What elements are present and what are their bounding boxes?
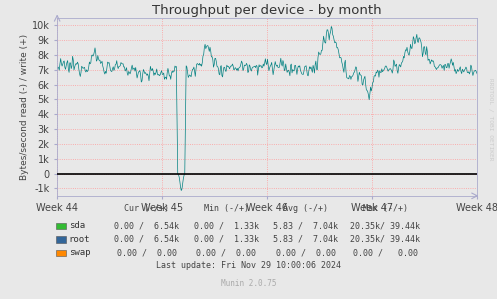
Text: RRDTOOL / TOBI OETIKER: RRDTOOL / TOBI OETIKER — [489, 78, 494, 161]
Text: 5.83 /  7.04k: 5.83 / 7.04k — [273, 235, 338, 244]
Text: 0.00 /  1.33k: 0.00 / 1.33k — [194, 235, 258, 244]
Text: 0.00 /  0.00: 0.00 / 0.00 — [196, 248, 256, 257]
Text: 0.00 /  1.33k: 0.00 / 1.33k — [194, 221, 258, 230]
Text: Munin 2.0.75: Munin 2.0.75 — [221, 280, 276, 289]
Text: Avg (-/+): Avg (-/+) — [283, 204, 328, 213]
Text: 0.00 /   0.00: 0.00 / 0.00 — [353, 248, 417, 257]
Text: 5.83 /  7.04k: 5.83 / 7.04k — [273, 221, 338, 230]
Text: 0.00 /  0.00: 0.00 / 0.00 — [276, 248, 335, 257]
Text: Min (-/+): Min (-/+) — [204, 204, 248, 213]
Text: 20.35k/ 39.44k: 20.35k/ 39.44k — [350, 221, 420, 230]
Text: swap: swap — [69, 248, 90, 257]
Title: Throughput per device - by month: Throughput per device - by month — [152, 4, 382, 17]
Y-axis label: Bytes/second read (-) / write (+): Bytes/second read (-) / write (+) — [20, 34, 29, 180]
Text: 0.00 /  6.54k: 0.00 / 6.54k — [114, 221, 179, 230]
Text: Max (-/+): Max (-/+) — [363, 204, 408, 213]
Text: 0.00 /  0.00: 0.00 / 0.00 — [117, 248, 176, 257]
Text: Last update: Fri Nov 29 10:00:06 2024: Last update: Fri Nov 29 10:00:06 2024 — [156, 261, 341, 270]
Text: sda: sda — [69, 221, 84, 230]
Text: 0.00 /  6.54k: 0.00 / 6.54k — [114, 235, 179, 244]
Text: 20.35k/ 39.44k: 20.35k/ 39.44k — [350, 235, 420, 244]
Text: Cur (-/+): Cur (-/+) — [124, 204, 169, 213]
Text: root: root — [69, 235, 90, 244]
